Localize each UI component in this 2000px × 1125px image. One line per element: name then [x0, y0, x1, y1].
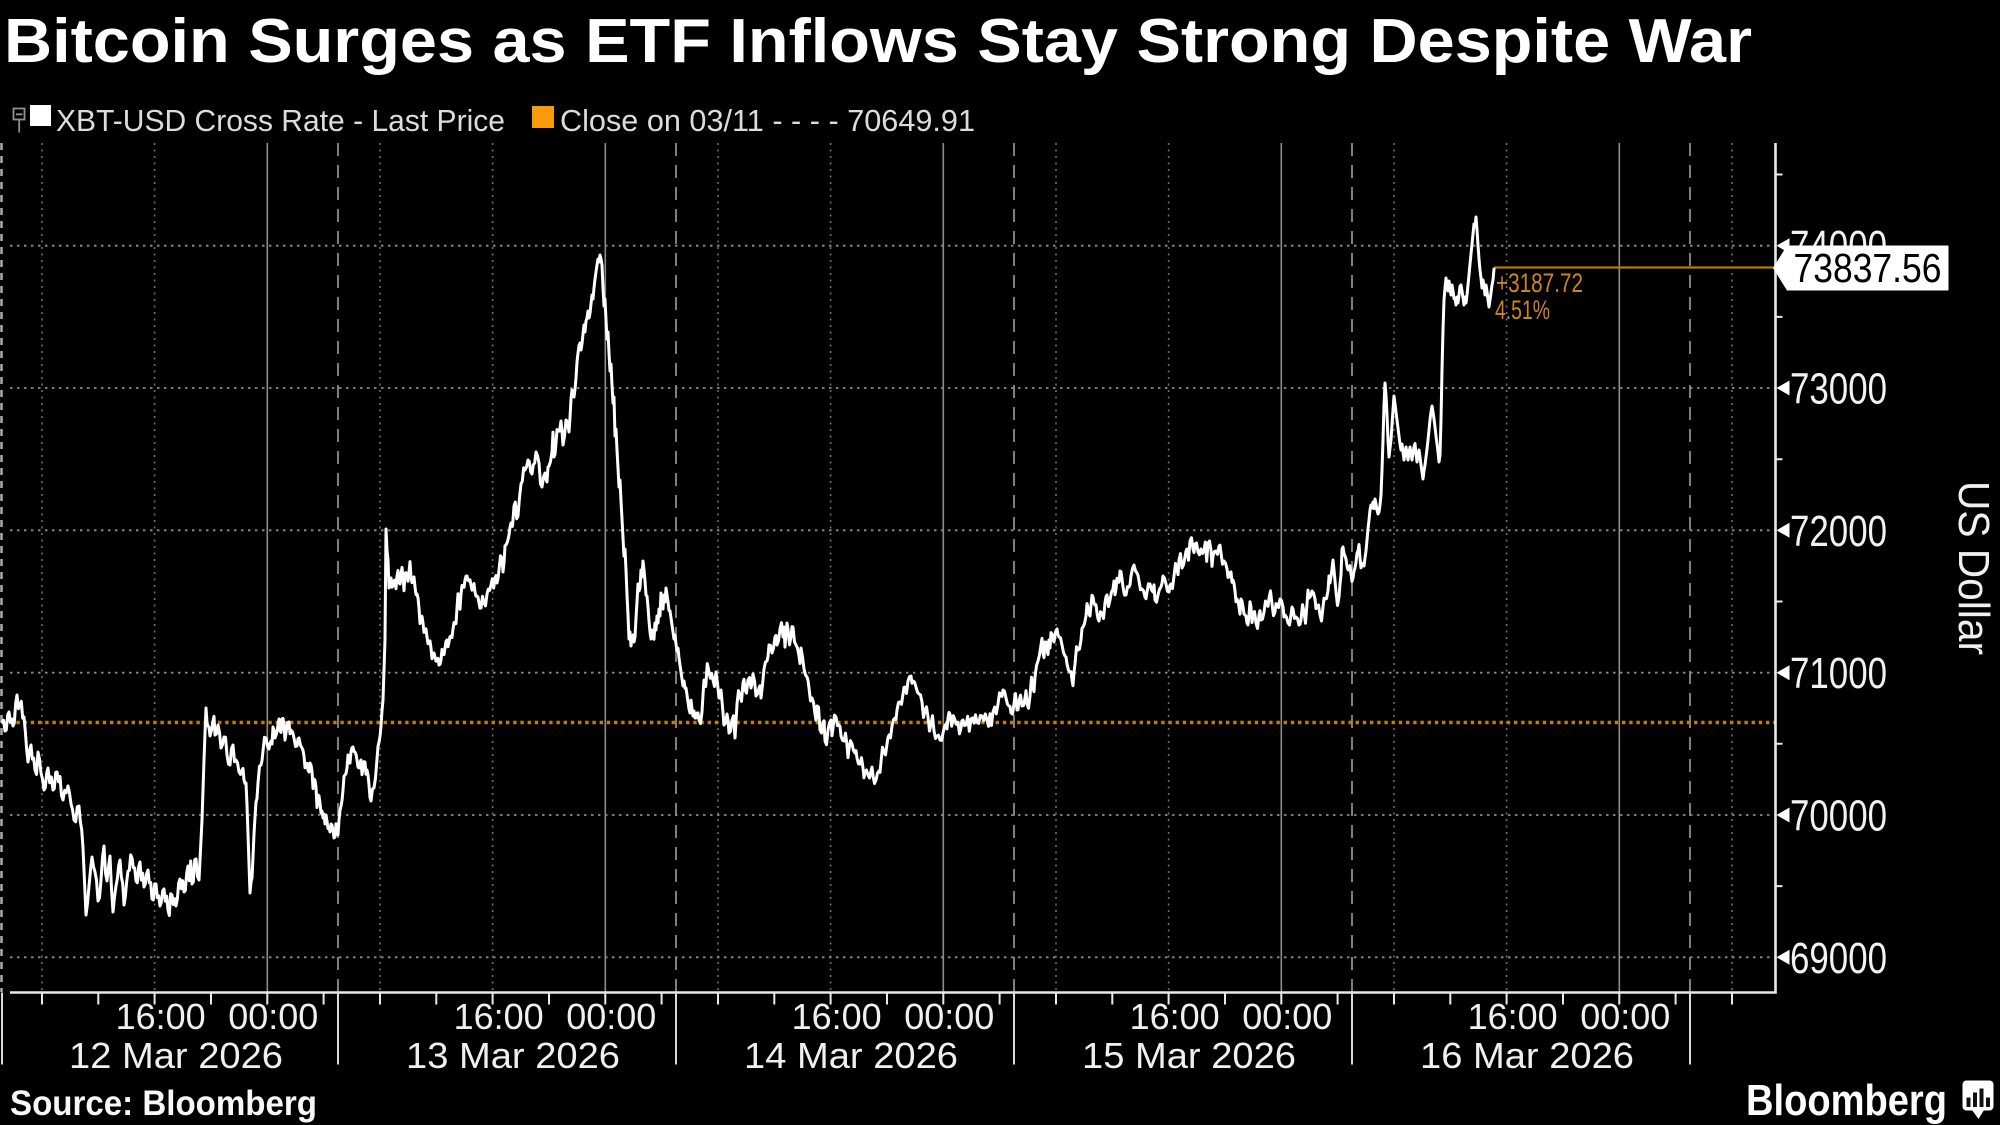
svg-text:16:00: 16:00: [792, 996, 882, 1037]
svg-text:71000: 71000: [1790, 649, 1887, 698]
svg-text:00:00: 00:00: [904, 996, 994, 1037]
svg-text:15 Mar 2026: 15 Mar 2026: [1082, 1035, 1296, 1076]
svg-text:70000: 70000: [1790, 792, 1887, 841]
svg-text:13 Mar 2026: 13 Mar 2026: [406, 1035, 620, 1076]
svg-text:+3187.72: +3187.72: [1496, 268, 1583, 298]
svg-text:00:00: 00:00: [228, 996, 318, 1037]
svg-text:16:00: 16:00: [1130, 996, 1220, 1037]
svg-text:12 Mar 2026: 12 Mar 2026: [69, 1035, 283, 1076]
svg-text:69000: 69000: [1790, 934, 1887, 983]
svg-text:73000: 73000: [1790, 365, 1887, 414]
svg-text:16:00: 16:00: [1468, 996, 1558, 1037]
svg-text:00:00: 00:00: [566, 996, 656, 1037]
svg-text:16:00: 16:00: [116, 996, 206, 1037]
svg-text:4.51%: 4.51%: [1495, 295, 1550, 325]
svg-text:00:00: 00:00: [1580, 996, 1670, 1037]
svg-text:XBT-USD Cross Rate - Last Pric: XBT-USD Cross Rate - Last Price: [56, 103, 505, 138]
svg-text:72000: 72000: [1790, 507, 1887, 556]
svg-text:00:00: 00:00: [1242, 996, 1332, 1037]
svg-text:73837.56: 73837.56: [1794, 245, 1942, 291]
svg-text:16 Mar 2026: 16 Mar 2026: [1420, 1035, 1634, 1076]
svg-text:Bloomberg: Bloomberg: [1746, 1076, 1947, 1125]
svg-text:Bitcoin Surges as ETF Inflows: Bitcoin Surges as ETF Inflows Stay Stron…: [4, 7, 1752, 76]
svg-text:US Dollar: US Dollar: [1949, 481, 1998, 655]
svg-text:Close on 03/11 - - - - 70649.9: Close on 03/11 - - - - 70649.91: [560, 103, 975, 138]
svg-text:Source: Bloomberg: Source: Bloomberg: [10, 1084, 317, 1123]
svg-text:14 Mar 2026: 14 Mar 2026: [744, 1035, 958, 1076]
svg-text:16:00: 16:00: [454, 996, 544, 1037]
